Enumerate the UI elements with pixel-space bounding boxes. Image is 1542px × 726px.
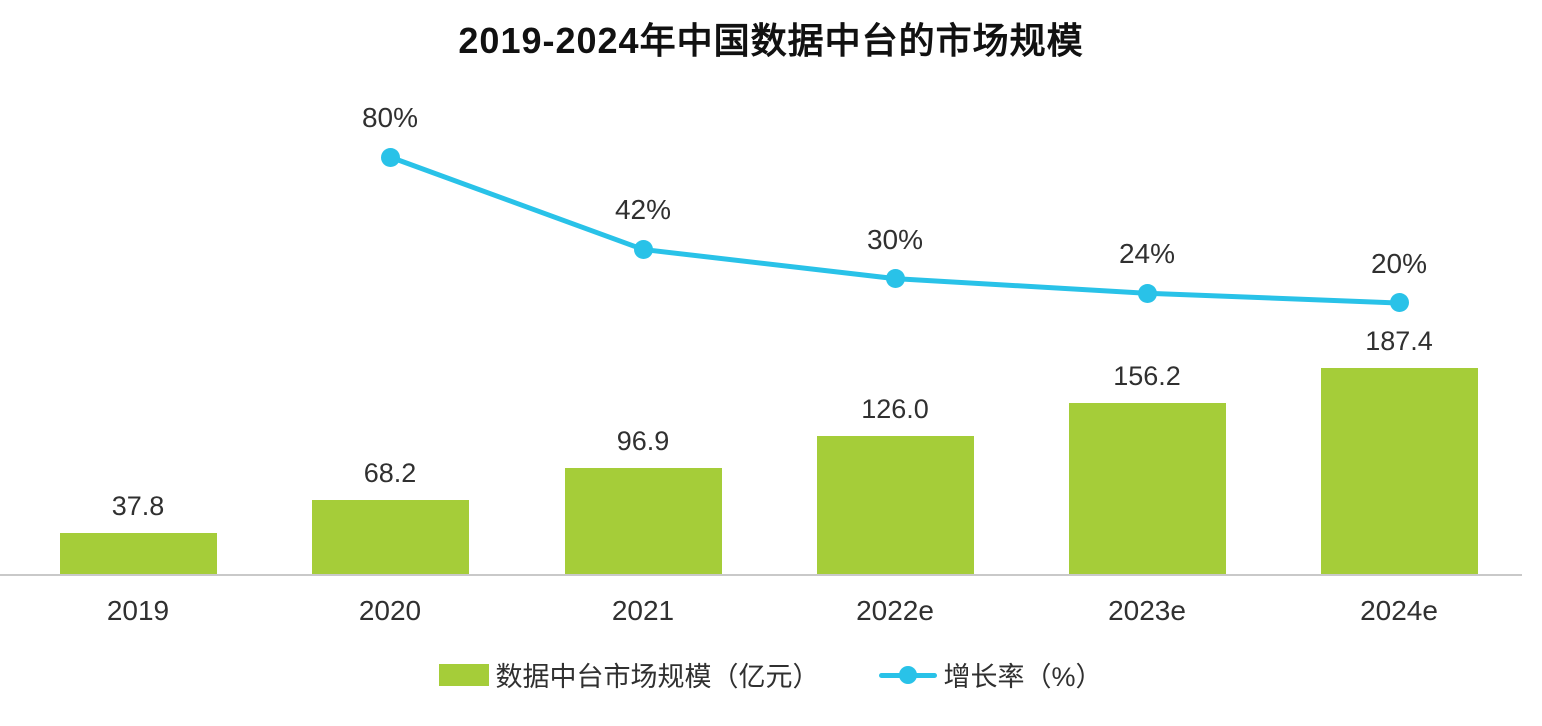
- bar-2020: [311, 499, 469, 575]
- line-legend-dot-icon: [899, 665, 918, 684]
- bar-value-label: 156.2: [1113, 360, 1181, 391]
- x-axis-label: 2023e: [1108, 595, 1186, 626]
- growth-point-2024e: [1389, 293, 1409, 313]
- x-axis-label: 2024e: [1360, 595, 1438, 626]
- growth-value-label: 42%: [614, 194, 672, 226]
- legend-item-bar: 数据中台市场规模（亿元）: [439, 655, 819, 694]
- bar-2023e: [1068, 402, 1226, 575]
- line-legend-label: 增长率（%）: [943, 662, 1103, 692]
- bar-value-label: 68.2: [363, 457, 417, 488]
- growth-point-2021: [633, 239, 653, 259]
- bar-value-label: 96.9: [616, 426, 670, 457]
- growth-value-label: 30%: [866, 223, 924, 255]
- bar-value-label: 37.8: [111, 491, 165, 522]
- growth-point-2022e: [885, 269, 905, 289]
- x-axis-label: 2022e: [856, 595, 934, 626]
- growth-value-label: 24%: [1118, 238, 1176, 270]
- x-axis-label: 2020: [358, 595, 422, 626]
- x-axis-label: 2021: [611, 595, 675, 626]
- legend-item-line: 增长率（%）: [879, 655, 1103, 694]
- bar-value-label: 187.4: [1365, 326, 1433, 357]
- bar-2019: [59, 533, 217, 575]
- bar-2022e: [816, 435, 974, 575]
- bar-2024e: [1320, 368, 1478, 575]
- growth-value-label: 80%: [361, 102, 419, 133]
- bar-legend-swatch: [439, 663, 490, 686]
- growth-value-label: 20%: [1370, 247, 1428, 279]
- line-legend-icon: [879, 665, 938, 685]
- bar-legend-label: 数据中台市场规模（亿元）: [495, 662, 820, 692]
- growth-point-2023e: [1137, 283, 1157, 303]
- bar-value-label: 126.0: [861, 393, 929, 424]
- x-axis-line: [0, 574, 1522, 576]
- x-axis-label: 2019: [106, 595, 170, 626]
- legend: 数据中台市场规模（亿元） 增长率（%）: [0, 655, 1542, 694]
- chart-title: 2019-2024年中国数据中台的市场规模: [458, 20, 1084, 61]
- bar-2021: [564, 468, 722, 575]
- growth-point-2020: [380, 147, 400, 167]
